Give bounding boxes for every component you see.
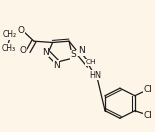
Text: CH₃: CH₃ bbox=[1, 44, 16, 53]
Text: Cl: Cl bbox=[144, 85, 153, 94]
Text: N: N bbox=[42, 48, 49, 57]
Text: Cl: Cl bbox=[144, 110, 153, 120]
Text: CH: CH bbox=[86, 59, 96, 65]
Text: N: N bbox=[53, 61, 60, 70]
Text: S: S bbox=[71, 50, 76, 59]
Text: N: N bbox=[78, 46, 85, 55]
Text: CH₂: CH₂ bbox=[2, 30, 16, 39]
Text: O: O bbox=[18, 26, 25, 35]
Text: HN: HN bbox=[89, 71, 101, 80]
Text: O: O bbox=[20, 46, 27, 55]
